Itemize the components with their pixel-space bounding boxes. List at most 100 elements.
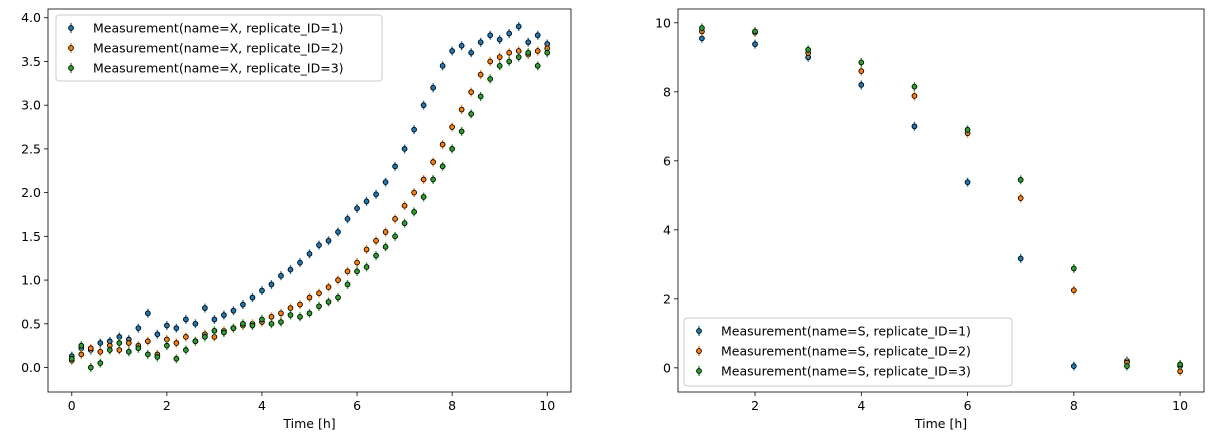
chart-1-x-tick-label: 0 bbox=[68, 398, 76, 413]
chart-1-data-point bbox=[287, 266, 294, 273]
chart-1-data-point bbox=[392, 216, 398, 222]
chart-1-data-point bbox=[373, 252, 379, 259]
chart-1-data-point bbox=[154, 331, 161, 338]
chart-1-y-tick-label: 3.0 bbox=[21, 98, 41, 113]
chart-1-data-point bbox=[306, 294, 313, 301]
chart-1-data-point bbox=[468, 111, 475, 117]
chart-1-data-point bbox=[135, 345, 142, 352]
chart-1-data-point bbox=[477, 39, 484, 46]
chart-1-data-point bbox=[363, 198, 370, 205]
chart-2-x-tick-label: 8 bbox=[1070, 398, 1078, 413]
chart-2-data-point bbox=[1070, 265, 1077, 272]
chart-1-data-point bbox=[401, 202, 408, 209]
chart-2-legend-box bbox=[683, 317, 1013, 387]
chart-1-legend-label: Measurement(name=X, replicate_ID=2) bbox=[93, 41, 344, 56]
chart-1-data-point bbox=[430, 84, 436, 91]
chart-1-data-point bbox=[420, 102, 427, 109]
chart-1-data-point bbox=[173, 355, 180, 362]
chart-1-data-point bbox=[468, 49, 475, 56]
chart-1-data-point bbox=[68, 355, 75, 362]
chart-1-series-measurement-name-x-replicate-id-3 bbox=[68, 48, 551, 373]
chart-1-data-point bbox=[363, 264, 370, 270]
chart-1-data-point bbox=[420, 176, 427, 183]
chart-1-data-point bbox=[439, 163, 446, 170]
chart-1-data-point bbox=[183, 316, 189, 323]
chart-1-data-point bbox=[534, 62, 541, 69]
chart-1-data-point bbox=[363, 246, 370, 253]
chart-2-y-tick-label: 0 bbox=[663, 360, 671, 375]
chart-1-data-point bbox=[354, 268, 360, 275]
chart-2-y-tick-label: 4 bbox=[663, 222, 671, 237]
chart-1-data-point bbox=[87, 364, 94, 371]
chart-1-y-tick-label: 0.0 bbox=[21, 360, 41, 375]
chart-1-data-point bbox=[268, 313, 275, 320]
right-chart: 2 4 6 8 10 0 2 4 6 8 10 Time [h] Measurement(name=S,… bbox=[655, 8, 1205, 431]
chart-1-data-point bbox=[259, 287, 265, 294]
chart-1-data-point bbox=[230, 325, 237, 332]
chart-1-data-point bbox=[325, 284, 332, 290]
chart-1-data-point bbox=[87, 345, 94, 352]
chart-1-y-tick-label: 2.0 bbox=[21, 185, 41, 200]
chart-1-data-point bbox=[439, 62, 446, 69]
chart-1-data-point bbox=[487, 76, 494, 82]
chart-1-data-point bbox=[287, 305, 294, 311]
chart-1-data-point bbox=[297, 313, 303, 320]
chart-1-legend-label: Measurement(name=X, replicate_ID=1) bbox=[93, 21, 344, 36]
chart-1-data-point bbox=[392, 163, 398, 170]
chart-1-data-point bbox=[401, 220, 408, 227]
chart-2-x-tick-label: 10 bbox=[1172, 398, 1188, 413]
chart-2-data-point bbox=[1017, 195, 1024, 201]
chart-1-data-point bbox=[515, 23, 522, 30]
chart-2-x-tick-label: 6 bbox=[964, 398, 972, 413]
chart-1-x-tick-label: 4 bbox=[258, 398, 266, 413]
chart-2-data-point bbox=[699, 35, 705, 42]
chart-1-data-point bbox=[344, 281, 351, 288]
chart-1-data-point bbox=[278, 319, 284, 325]
chart-1-data-point bbox=[344, 216, 351, 222]
chart-2-data-point bbox=[1124, 363, 1130, 369]
chart-1-legend-box bbox=[55, 14, 383, 82]
chart-1-data-point bbox=[144, 338, 151, 345]
chart-1-data-point bbox=[544, 49, 551, 56]
chart-1-data-point bbox=[468, 89, 475, 95]
chart-1-data-point bbox=[525, 39, 532, 46]
chart-1-data-point bbox=[344, 268, 351, 275]
chart-2-legend-marker bbox=[696, 348, 702, 354]
chart-2-data-point bbox=[1177, 361, 1183, 368]
chart-1-data-point bbox=[278, 310, 284, 317]
chart-2-data-point bbox=[1070, 363, 1077, 369]
chart-1-y-tick-label: 4.0 bbox=[21, 10, 41, 25]
chart-1-data-point bbox=[430, 159, 436, 165]
chart-2-data-point bbox=[911, 93, 918, 99]
chart-1-data-point bbox=[373, 237, 379, 244]
chart-1-data-point bbox=[335, 294, 341, 301]
chart-1-data-point bbox=[458, 128, 465, 135]
chart-1-data-point bbox=[306, 250, 313, 257]
chart-2-legend-marker bbox=[696, 328, 702, 334]
chart-2-data-point bbox=[858, 82, 865, 88]
chart-1-x-tick-label: 8 bbox=[448, 398, 456, 413]
chart-1-data-point bbox=[354, 259, 360, 266]
chart-1-data-point bbox=[192, 320, 199, 327]
chart-1-data-point bbox=[316, 290, 322, 297]
chart-1-data-point bbox=[221, 329, 227, 336]
chart-1-data-point bbox=[335, 229, 341, 235]
chart-2-data-point bbox=[752, 41, 758, 48]
chart-2-legend-label: Measurement(name=S, replicate_ID=2) bbox=[721, 344, 971, 359]
chart-2-data-point bbox=[805, 46, 812, 53]
chart-2-data-point bbox=[1070, 287, 1077, 294]
chart-2-data-point bbox=[1017, 255, 1024, 262]
chart-1-data-point bbox=[221, 312, 227, 318]
chart-1-x-tick-label: 6 bbox=[353, 398, 361, 413]
chart-2-legend-label: Measurement(name=S, replicate_ID=1) bbox=[721, 324, 971, 339]
chart-1-x-tick-label: 10 bbox=[539, 398, 555, 413]
chart-1-data-point bbox=[496, 54, 503, 60]
chart-2-legend: Measurement(name=S, replicate_ID=1) Measu… bbox=[683, 317, 1013, 387]
chart-1-y-tick-label: 3.5 bbox=[21, 54, 41, 69]
chart-1-data-point bbox=[411, 189, 417, 196]
chart-1-data-point bbox=[401, 146, 408, 152]
chart-1-data-point bbox=[449, 124, 455, 130]
chart-2-axes-frame bbox=[677, 8, 1205, 393]
chart-1-series-measurement-name-x-replicate-id-1 bbox=[68, 21, 551, 361]
